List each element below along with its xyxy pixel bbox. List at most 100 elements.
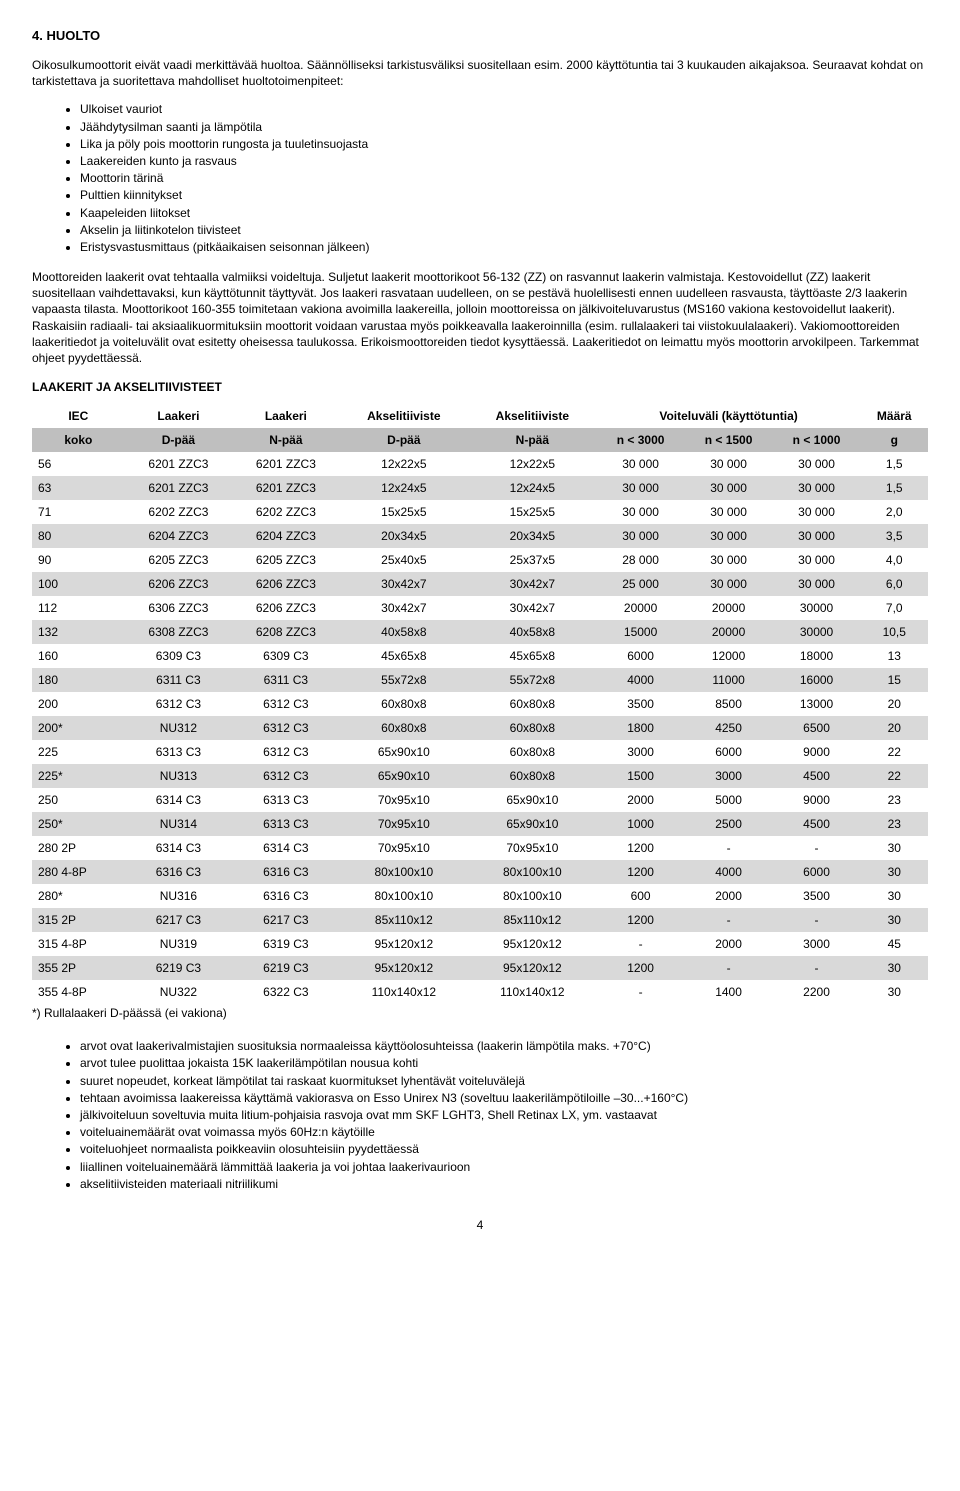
- table-cell: 56: [32, 452, 125, 476]
- table-cell: 6206 ZZC3: [232, 572, 339, 596]
- table-cell: -: [685, 908, 773, 932]
- table-subheader-cell: n < 3000: [597, 428, 685, 452]
- table-header-cell: Voiteluväli (käyttötuntia): [597, 404, 861, 428]
- table-header-cell: Määrä: [861, 404, 928, 428]
- table-cell: NU314: [125, 812, 232, 836]
- table-row: 280 2P6314 C36314 C370x95x1070x95x101200…: [32, 836, 928, 860]
- table-cell: 2000: [685, 932, 773, 956]
- table-cell: -: [597, 932, 685, 956]
- table-cell: 9000: [773, 740, 861, 764]
- table-cell: 6308 ZZC3: [125, 620, 232, 644]
- table-subheader-cell: D-pää: [125, 428, 232, 452]
- table-cell: 6208 ZZC3: [232, 620, 339, 644]
- checklist-item: Laakereiden kunto ja rasvaus: [80, 153, 928, 169]
- table-cell: 15x25x5: [340, 500, 469, 524]
- table-cell: 355 4-8P: [32, 980, 125, 1004]
- table-cell: 315 2P: [32, 908, 125, 932]
- table-header-cell: Laakeri: [232, 404, 339, 428]
- table-cell: 1400: [685, 980, 773, 1004]
- checklist-item: Eristysvastusmittaus (pitkäaikaisen seis…: [80, 239, 928, 255]
- intro-paragraph-1: Oikosulkumoottorit eivät vaadi merkittäv…: [32, 57, 928, 89]
- table-cell: 3000: [685, 764, 773, 788]
- table-cell: 95x120x12: [468, 932, 597, 956]
- table-cell: 6,0: [861, 572, 928, 596]
- table-header-cell: Akselitiiviste: [468, 404, 597, 428]
- table-row: 200*NU3126312 C360x80x860x80x81800425065…: [32, 716, 928, 740]
- table-cell: 3000: [597, 740, 685, 764]
- table-row: 566201 ZZC36201 ZZC312x22x512x22x530 000…: [32, 452, 928, 476]
- table-cell: 6217 C3: [125, 908, 232, 932]
- table-cell: 6201 ZZC3: [125, 476, 232, 500]
- table-cell: 95x120x12: [340, 956, 469, 980]
- table-cell: 6312 C3: [232, 692, 339, 716]
- table-cell: 80x100x10: [468, 860, 597, 884]
- table-cell: 7,0: [861, 596, 928, 620]
- table-cell: 30 000: [773, 548, 861, 572]
- table-cell: 6000: [685, 740, 773, 764]
- table-cell: 2000: [597, 788, 685, 812]
- table-cell: 80x100x10: [468, 884, 597, 908]
- table-cell: 3500: [773, 884, 861, 908]
- table-cell: 6202 ZZC3: [125, 500, 232, 524]
- table-cell: 6202 ZZC3: [232, 500, 339, 524]
- table-cell: 80x100x10: [340, 884, 469, 908]
- checklist-item: Kaapeleiden liitokset: [80, 205, 928, 221]
- note-item: arvot ovat laakerivalmistajien suosituks…: [80, 1038, 928, 1054]
- table-cell: 20x34x5: [340, 524, 469, 548]
- table-row: 355 2P6219 C36219 C395x120x1295x120x1212…: [32, 956, 928, 980]
- table-cell: -: [685, 956, 773, 980]
- table-cell: 6219 C3: [125, 956, 232, 980]
- note-item: tehtaan avoimissa laakereissa käyttämä v…: [80, 1090, 928, 1106]
- table-cell: 132: [32, 620, 125, 644]
- checklist-item: Moottorin tärinä: [80, 170, 928, 186]
- table-cell: 30 000: [597, 452, 685, 476]
- table-cell: 63: [32, 476, 125, 500]
- table-title: LAAKERIT JA AKSELITIIVISTEET: [32, 380, 928, 394]
- table-cell: 6205 ZZC3: [232, 548, 339, 572]
- table-cell: 18000: [773, 644, 861, 668]
- table-cell: 90: [32, 548, 125, 572]
- table-cell: 6314 C3: [125, 836, 232, 860]
- table-cell: 60x80x8: [340, 692, 469, 716]
- table-cell: 85x110x12: [340, 908, 469, 932]
- table-cell: 315 4-8P: [32, 932, 125, 956]
- table-cell: 6500: [773, 716, 861, 740]
- table-cell: 6217 C3: [232, 908, 339, 932]
- table-cell: 225: [32, 740, 125, 764]
- table-cell: NU312: [125, 716, 232, 740]
- table-cell: 6201 ZZC3: [232, 476, 339, 500]
- table-cell: 10,5: [861, 620, 928, 644]
- table-cell: 15000: [597, 620, 685, 644]
- table-cell: 12x24x5: [468, 476, 597, 500]
- table-cell: 110x140x12: [468, 980, 597, 1004]
- table-cell: 30 000: [685, 548, 773, 572]
- table-cell: 3000: [773, 932, 861, 956]
- table-cell: 6312 C3: [232, 716, 339, 740]
- table-cell: 25x37x5: [468, 548, 597, 572]
- table-row: 2256313 C36312 C365x90x1060x80x830006000…: [32, 740, 928, 764]
- note-item: arvot tulee puolittaa jokaista 15K laake…: [80, 1055, 928, 1071]
- table-cell: 85x110x12: [468, 908, 597, 932]
- table-cell: 2200: [773, 980, 861, 1004]
- table-cell: 6201 ZZC3: [125, 452, 232, 476]
- table-cell: 2500: [685, 812, 773, 836]
- table-cell: 6309 C3: [232, 644, 339, 668]
- table-cell: 6204 ZZC3: [125, 524, 232, 548]
- table-cell: 1500: [597, 764, 685, 788]
- table-cell: 20: [861, 692, 928, 716]
- table-cell: 6204 ZZC3: [232, 524, 339, 548]
- table-cell: 2,0: [861, 500, 928, 524]
- table-cell: 23: [861, 812, 928, 836]
- table-header-cell: Akselitiiviste: [340, 404, 469, 428]
- table-cell: 8500: [685, 692, 773, 716]
- table-subheader-cell: koko: [32, 428, 125, 452]
- table-cell: 22: [861, 764, 928, 788]
- table-cell: 3,5: [861, 524, 928, 548]
- table-cell: 6206 ZZC3: [125, 572, 232, 596]
- table-cell: 6311 C3: [125, 668, 232, 692]
- table-cell: 1200: [597, 908, 685, 932]
- table-cell: 6316 C3: [232, 884, 339, 908]
- table-cell: 70x95x10: [340, 788, 469, 812]
- checklist: Ulkoiset vauriotJäähdytysilman saanti ja…: [32, 101, 928, 255]
- table-cell: 30 000: [597, 500, 685, 524]
